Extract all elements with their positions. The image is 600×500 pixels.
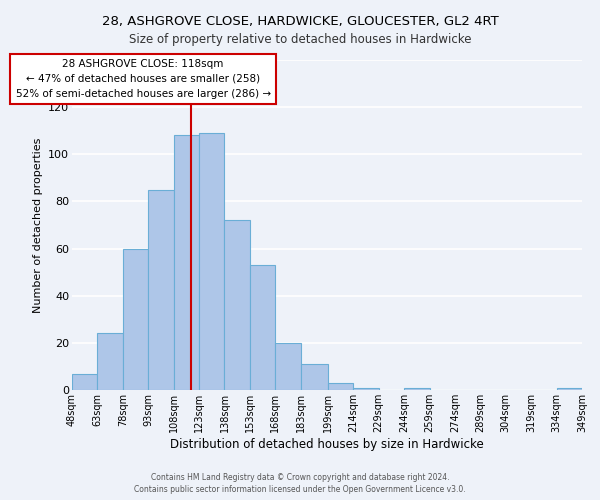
Text: Contains HM Land Registry data © Crown copyright and database right 2024.
Contai: Contains HM Land Registry data © Crown c… bbox=[134, 472, 466, 494]
Text: Size of property relative to detached houses in Hardwicke: Size of property relative to detached ho… bbox=[129, 32, 471, 46]
Text: 28, ASHGROVE CLOSE, HARDWICKE, GLOUCESTER, GL2 4RT: 28, ASHGROVE CLOSE, HARDWICKE, GLOUCESTE… bbox=[101, 15, 499, 28]
Bar bbox=[173, 136, 199, 390]
Bar bbox=[250, 265, 275, 390]
Bar bbox=[557, 388, 582, 390]
Bar bbox=[123, 248, 148, 390]
Bar bbox=[199, 133, 224, 390]
Bar bbox=[72, 374, 97, 390]
Bar bbox=[224, 220, 250, 390]
Bar bbox=[301, 364, 328, 390]
Bar bbox=[148, 190, 173, 390]
Text: 28 ASHGROVE CLOSE: 118sqm
← 47% of detached houses are smaller (258)
52% of semi: 28 ASHGROVE CLOSE: 118sqm ← 47% of detac… bbox=[16, 59, 271, 98]
Bar bbox=[328, 383, 353, 390]
X-axis label: Distribution of detached houses by size in Hardwicke: Distribution of detached houses by size … bbox=[170, 438, 484, 450]
Bar bbox=[404, 388, 430, 390]
Bar bbox=[97, 334, 123, 390]
Bar bbox=[275, 343, 301, 390]
Bar bbox=[353, 388, 379, 390]
Y-axis label: Number of detached properties: Number of detached properties bbox=[32, 138, 43, 312]
